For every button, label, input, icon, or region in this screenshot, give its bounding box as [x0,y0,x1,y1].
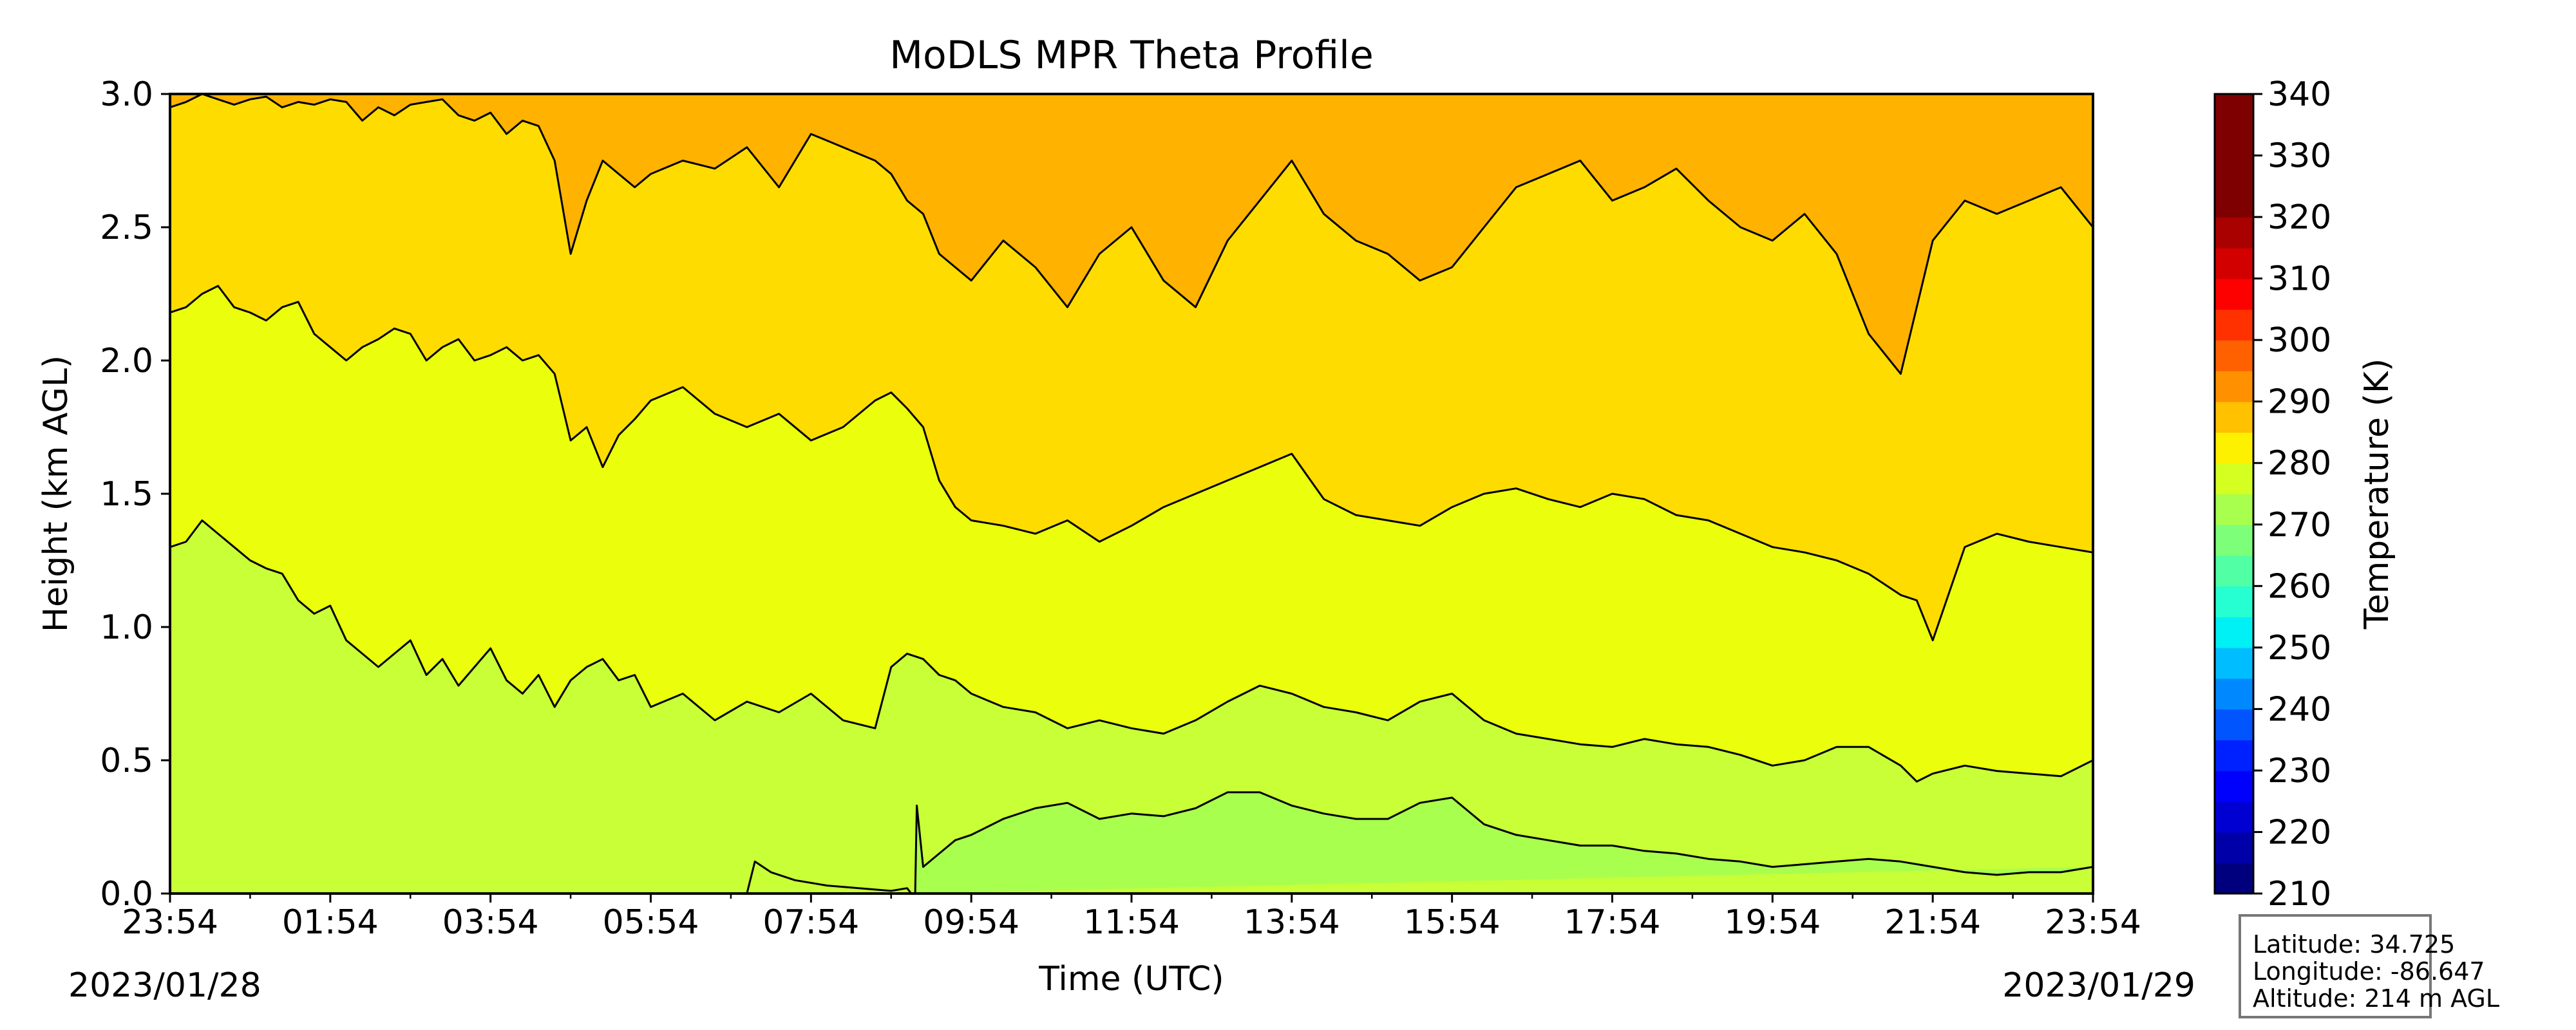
chart-title: MoDLS MPR Theta Profile [889,33,1374,78]
contour-280-segment-1 [914,791,2093,894]
colorbar-tick-label: 300 [2268,321,2331,360]
y-tick-label: 2.0 [100,342,153,380]
contour-290-segment-0 [170,285,2093,642]
start-date-label: 2023/01/28 [68,966,261,1005]
x-tick-label: 23:54 [2045,903,2141,942]
x-tick-label: 17:54 [1564,903,1661,942]
colorbar-step [2215,432,2253,464]
colorbar-step [2215,494,2253,525]
x-axis: 23:54 01:54 03:54 05:54 07:54 09:54 11:54 13:54… [122,894,2141,942]
x-tick-label: 03:54 [442,903,539,942]
y-tick-label: 1.0 [100,608,153,647]
colorbar-tick-label: 250 [2268,629,2331,668]
x-tick-label: 11:54 [1083,903,1180,942]
colorbar-step [2215,155,2253,187]
colorbar-tick-label: 310 [2268,260,2331,299]
colorbar-step [2215,709,2253,740]
x-tick-label: 21:54 [1884,903,1981,942]
y-tick-label: 1.5 [100,475,153,514]
colorbar-step [2215,247,2253,279]
colorbar-step [2215,186,2253,218]
colorbar-step [2215,555,2253,587]
colorbar-step [2215,740,2253,771]
colorbar-tick-label: 290 [2268,383,2331,422]
y-tick-label: 0.0 [100,875,153,913]
y-tick-label: 0.5 [100,742,153,780]
x-tick-label: 05:54 [603,903,699,942]
colorbar-step [2215,770,2253,802]
band-280-285 [170,520,2093,894]
longitude-text: Longitude: -86.647 [2253,957,2485,986]
altitude-text: Altitude: 214 m AGL [2253,984,2500,1013]
latitude-text: Latitude: 34.725 [2253,930,2456,959]
colorbar-step [2215,524,2253,556]
contour-295-segment-0 [170,94,2093,375]
colorbar-tick-label: 260 [2268,567,2331,606]
x-axis-label: Time (UTC) [1038,960,1224,998]
colorbar-step [2215,401,2253,433]
x-tick-label: 01:54 [282,903,379,942]
colorbar-tick-label: 320 [2268,198,2331,237]
band-275-280 [915,792,2093,894]
colorbar-tick-label: 240 [2268,690,2331,729]
x-tick-label: 23:54 [122,903,218,942]
colorbar-step [2215,832,2253,864]
x-tick-label: 19:54 [1724,903,1821,942]
x-tick-label: 15:54 [1404,903,1501,942]
colorbar-tick-label: 340 [2268,75,2331,114]
colorbar-step [2215,370,2253,402]
end-date-label: 2023/01/29 [2002,966,2195,1005]
x-tick-label: 13:54 [1244,903,1340,942]
y-axis-label: Height (km AGL) [37,355,75,632]
colorbar-step [2215,217,2253,248]
colorbar-tick-label: 280 [2268,444,2331,483]
colorbar-tick-label: 330 [2268,137,2331,176]
y-axis: 0.0 0.5 1.0 1.5 2.0 2.5 3.0 [100,75,170,913]
colorbar-step [2215,94,2253,126]
colorbar-step [2215,278,2253,310]
colorbar-step [2215,801,2253,833]
colorbar-tick-label: 270 [2268,506,2331,545]
contour-285-segment-0 [170,519,2093,783]
colorbar-step [2215,340,2253,371]
colorbar-step [2215,124,2253,156]
x-tick-label: 07:54 [762,903,859,942]
colorbar-frame [2213,93,2255,895]
y-tick-label: 3.0 [100,75,153,114]
colorbar-step [2215,647,2253,679]
y-tick-label: 2.5 [100,209,153,247]
contour-280-segment-0 [746,860,913,894]
colorbar-step [2215,309,2253,341]
colorbar-tick-label: 220 [2268,813,2331,852]
colorbar-tick-label: 230 [2268,752,2331,791]
colorbar: 210 220 230 240 250 260 270 280 290 300 310 320 330 3… [2213,75,2331,913]
colorbar-step [2215,463,2253,494]
colorbar-label: Temperature (K) [2358,359,2396,630]
station-info-box: Latitude: 34.725 Longitude: -86.647 Alti… [2239,914,2500,1018]
contour-lines [170,94,2093,894]
colorbar-step [2215,863,2253,894]
x-tick-label: 09:54 [923,903,1019,942]
colorbar-step [2215,617,2253,648]
colorbar-step [2215,586,2253,617]
colorbar-tick-label: 210 [2268,875,2331,913]
colorbar-step [2215,678,2253,710]
